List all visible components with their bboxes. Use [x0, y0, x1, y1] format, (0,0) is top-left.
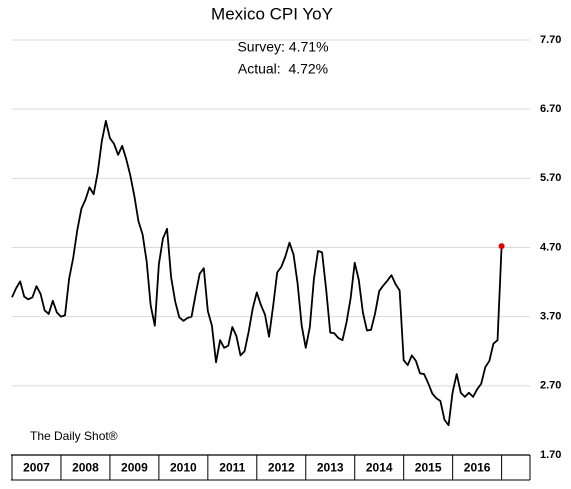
y-tick-label: 6.70 — [540, 103, 561, 115]
y-tick-label: 4.70 — [540, 241, 561, 253]
series-line — [11, 120, 503, 427]
annotation: Survey: 4.71% — [237, 39, 328, 55]
latest-point — [498, 243, 505, 250]
x-category-label: 2012 — [268, 461, 295, 475]
annotation: Actual: 4.72% — [238, 61, 328, 77]
x-category-label: 2013 — [317, 461, 344, 475]
chart-title: Mexico CPI YoY — [211, 4, 333, 23]
y-tick-label: 2.70 — [540, 380, 561, 392]
x-category-label: 2011 — [219, 461, 245, 475]
x-category-label: 2016 — [464, 461, 491, 475]
y-tick-label: 7.70 — [540, 34, 561, 46]
y-tick-label: 1.70 — [540, 449, 561, 461]
x-category-label: 2009 — [121, 461, 148, 475]
y-tick-label: 5.70 — [540, 172, 561, 184]
x-category-label: 2015 — [415, 461, 442, 475]
y-tick-label: 3.70 — [540, 311, 561, 323]
x-category-label: 2010 — [170, 461, 197, 475]
x-category-label: 2014 — [366, 461, 393, 475]
x-category-label: 2007 — [23, 461, 50, 475]
x-category-label: 2008 — [72, 461, 99, 475]
source-note: The Daily Shot® — [30, 429, 118, 443]
